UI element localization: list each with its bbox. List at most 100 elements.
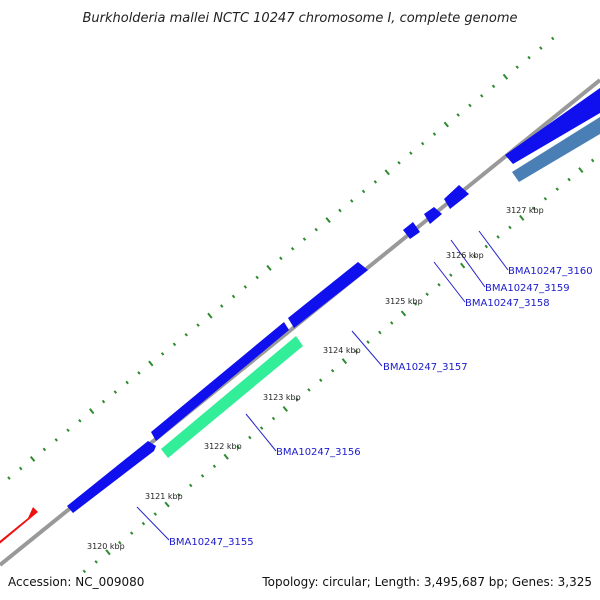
tick-mark — [361, 189, 366, 194]
tick-mark — [330, 368, 335, 373]
tick-mark — [42, 447, 47, 452]
tick-mark — [89, 408, 95, 415]
tick-mark — [555, 187, 559, 191]
tick-mark — [29, 455, 36, 462]
tick-mark — [366, 340, 370, 344]
tick-mark — [148, 360, 154, 367]
leader-3160 — [478, 230, 509, 271]
tick-mark — [527, 55, 531, 60]
tick-mark — [101, 399, 106, 404]
tick-mark — [325, 217, 331, 224]
gene-arrow-bma10247-3157a[interactable] — [151, 322, 289, 441]
kbp-labels: 3120 kbp 3121 kbp 3122 kbp 3123 kbp 3124… — [87, 206, 544, 551]
tick-mark — [468, 103, 472, 108]
kbp-label: 3126 kbp — [446, 251, 484, 260]
leader-3155 — [136, 506, 170, 541]
gene-arrow-bma10247-3159[interactable] — [424, 207, 442, 224]
tick-mark — [184, 332, 188, 337]
tick-mark — [484, 244, 488, 249]
tick-mark — [207, 312, 213, 319]
gene-label-bma10247-3160[interactable]: BMA10247_3160 — [508, 266, 593, 277]
map-title: Burkholderia mallei NCTC 10247 chromosom… — [82, 11, 517, 26]
tick-marks — [7, 36, 595, 574]
tick-mark — [539, 46, 543, 50]
tick-mark — [443, 121, 449, 128]
tick-mark — [223, 453, 229, 460]
tick-mark — [189, 483, 193, 488]
kbp-label: 3127 kbp — [506, 206, 544, 215]
tick-mark — [302, 237, 307, 241]
tick-mark — [460, 262, 466, 269]
tick-mark — [425, 292, 429, 297]
tick-mark — [409, 151, 413, 155]
gene-label-bma10247-3158[interactable]: BMA10247_3158 — [465, 298, 550, 309]
gene-arrow-bma10247-3160[interactable] — [444, 185, 469, 209]
kbp-label: 3122 kbp — [204, 442, 242, 451]
tick-mark — [160, 352, 165, 356]
gene-arrow-bma10247-3158[interactable] — [403, 222, 420, 239]
gene-arrow-bma10247-3156[interactable] — [161, 336, 303, 458]
tick-mark — [508, 225, 512, 230]
tick-mark — [177, 493, 181, 497]
gene-arrow-top-blue[interactable] — [505, 88, 600, 164]
tick-mark — [236, 445, 240, 449]
tick-mark — [578, 167, 584, 174]
genome-summary-text: Topology: circular; Length: 3,495,687 bp… — [261, 575, 592, 589]
kbp-label: 3121 kbp — [145, 492, 183, 501]
tick-mark — [66, 428, 70, 433]
tick-mark — [437, 282, 441, 287]
gene-arrow-bma10247-3157b[interactable] — [288, 262, 368, 328]
tick-mark — [118, 540, 122, 545]
tick-mark — [82, 569, 87, 574]
label-leaders — [136, 230, 509, 541]
tick-mark — [491, 84, 496, 89]
tick-mark — [515, 65, 519, 69]
tick-mark — [172, 342, 177, 347]
gene-arrow-top-steel[interactable] — [512, 117, 600, 182]
tick-mark — [550, 36, 555, 41]
tick-mark — [266, 264, 272, 271]
tick-mark — [113, 390, 118, 394]
gene-labels: BMA10247_3155 BMA10247_3156 BMA10247_315… — [169, 266, 593, 548]
tick-mark — [295, 397, 299, 402]
tick-mark — [400, 310, 407, 317]
tick-mark — [141, 521, 146, 526]
gene-label-bma10247-3156[interactable]: BMA10247_3156 — [276, 447, 361, 458]
leader-3157 — [351, 330, 383, 367]
tick-mark — [341, 358, 348, 365]
tick-mark — [384, 169, 390, 176]
leader-3158 — [433, 261, 466, 303]
tick-mark — [590, 158, 595, 163]
tick-mark — [54, 438, 58, 442]
tick-mark — [196, 323, 200, 327]
gene-arrow-bma10247-3155[interactable] — [67, 441, 156, 513]
tick-mark — [164, 501, 170, 508]
tick-mark — [314, 227, 318, 232]
leader-3156 — [245, 413, 277, 452]
accession-text: Accession: NC_009080 — [8, 575, 144, 589]
gene-arrow-red[interactable] — [0, 507, 38, 557]
tick-mark — [94, 560, 98, 564]
tick-mark — [531, 206, 536, 211]
tick-mark — [78, 418, 82, 423]
tick-mark — [19, 466, 23, 471]
tick-mark — [432, 132, 437, 136]
tick-mark — [105, 549, 111, 556]
tick-mark — [243, 285, 248, 289]
tick-mark — [338, 208, 342, 213]
tick-mark — [543, 196, 548, 201]
tick-mark — [248, 435, 252, 440]
gene-label-bma10247-3159[interactable]: BMA10247_3159 — [485, 283, 570, 294]
tick-mark — [496, 235, 500, 239]
kbp-label: 3123 kbp — [263, 393, 301, 402]
tick-mark — [7, 476, 11, 480]
gene-label-bma10247-3157[interactable]: BMA10247_3157 — [383, 362, 468, 373]
tick-mark — [502, 73, 509, 80]
kbp-label: 3120 kbp — [87, 542, 125, 551]
tick-mark — [255, 275, 259, 280]
gene-label-bma10247-3155[interactable]: BMA10247_3155 — [169, 537, 254, 548]
tick-mark — [153, 512, 157, 516]
tick-mark — [125, 380, 129, 385]
tick-mark — [420, 141, 425, 146]
